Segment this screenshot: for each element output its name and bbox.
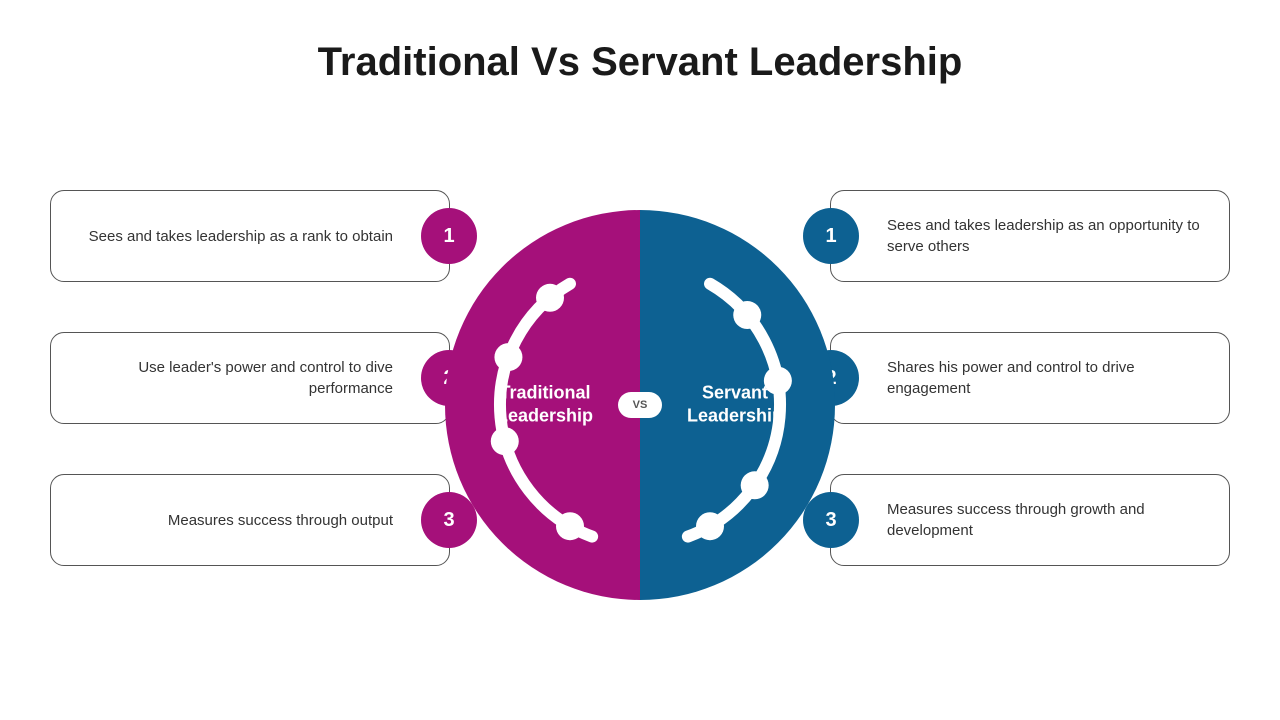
page-title: Traditional Vs Servant Leadership: [0, 40, 1280, 85]
right-item-3: 3 Measures success through growth and de…: [830, 474, 1230, 566]
vs-pill: VS: [618, 392, 662, 418]
right-item-2-text: Shares his power and control to drive en…: [887, 357, 1205, 399]
left-item-3: Measures success through output 3: [50, 474, 450, 566]
circle-right-label: Servant Leadership: [670, 382, 800, 429]
left-column: Sees and takes leadership as a rank to o…: [50, 190, 450, 566]
left-item-3-text: Measures success through output: [168, 510, 393, 531]
right-item-1-text: Sees and takes leadership as an opportun…: [887, 215, 1205, 257]
right-column: 1 Sees and takes leadership as an opport…: [830, 190, 1230, 566]
right-item-2: 2 Shares his power and control to drive …: [830, 332, 1230, 424]
left-item-2-text: Use leader's power and control to dive p…: [75, 357, 393, 399]
center-circle: Traditional Leadership Servant Leadershi…: [445, 210, 835, 600]
left-item-2: Use leader's power and control to dive p…: [50, 332, 450, 424]
diagram-area: Sees and takes leadership as a rank to o…: [0, 190, 1280, 620]
left-item-1: Sees and takes leadership as a rank to o…: [50, 190, 450, 282]
right-item-1: 1 Sees and takes leadership as an opport…: [830, 190, 1230, 282]
circle-left-label: Traditional Leadership: [480, 382, 610, 429]
right-item-3-text: Measures success through growth and deve…: [887, 499, 1205, 541]
left-item-1-text: Sees and takes leadership as a rank to o…: [89, 226, 393, 247]
